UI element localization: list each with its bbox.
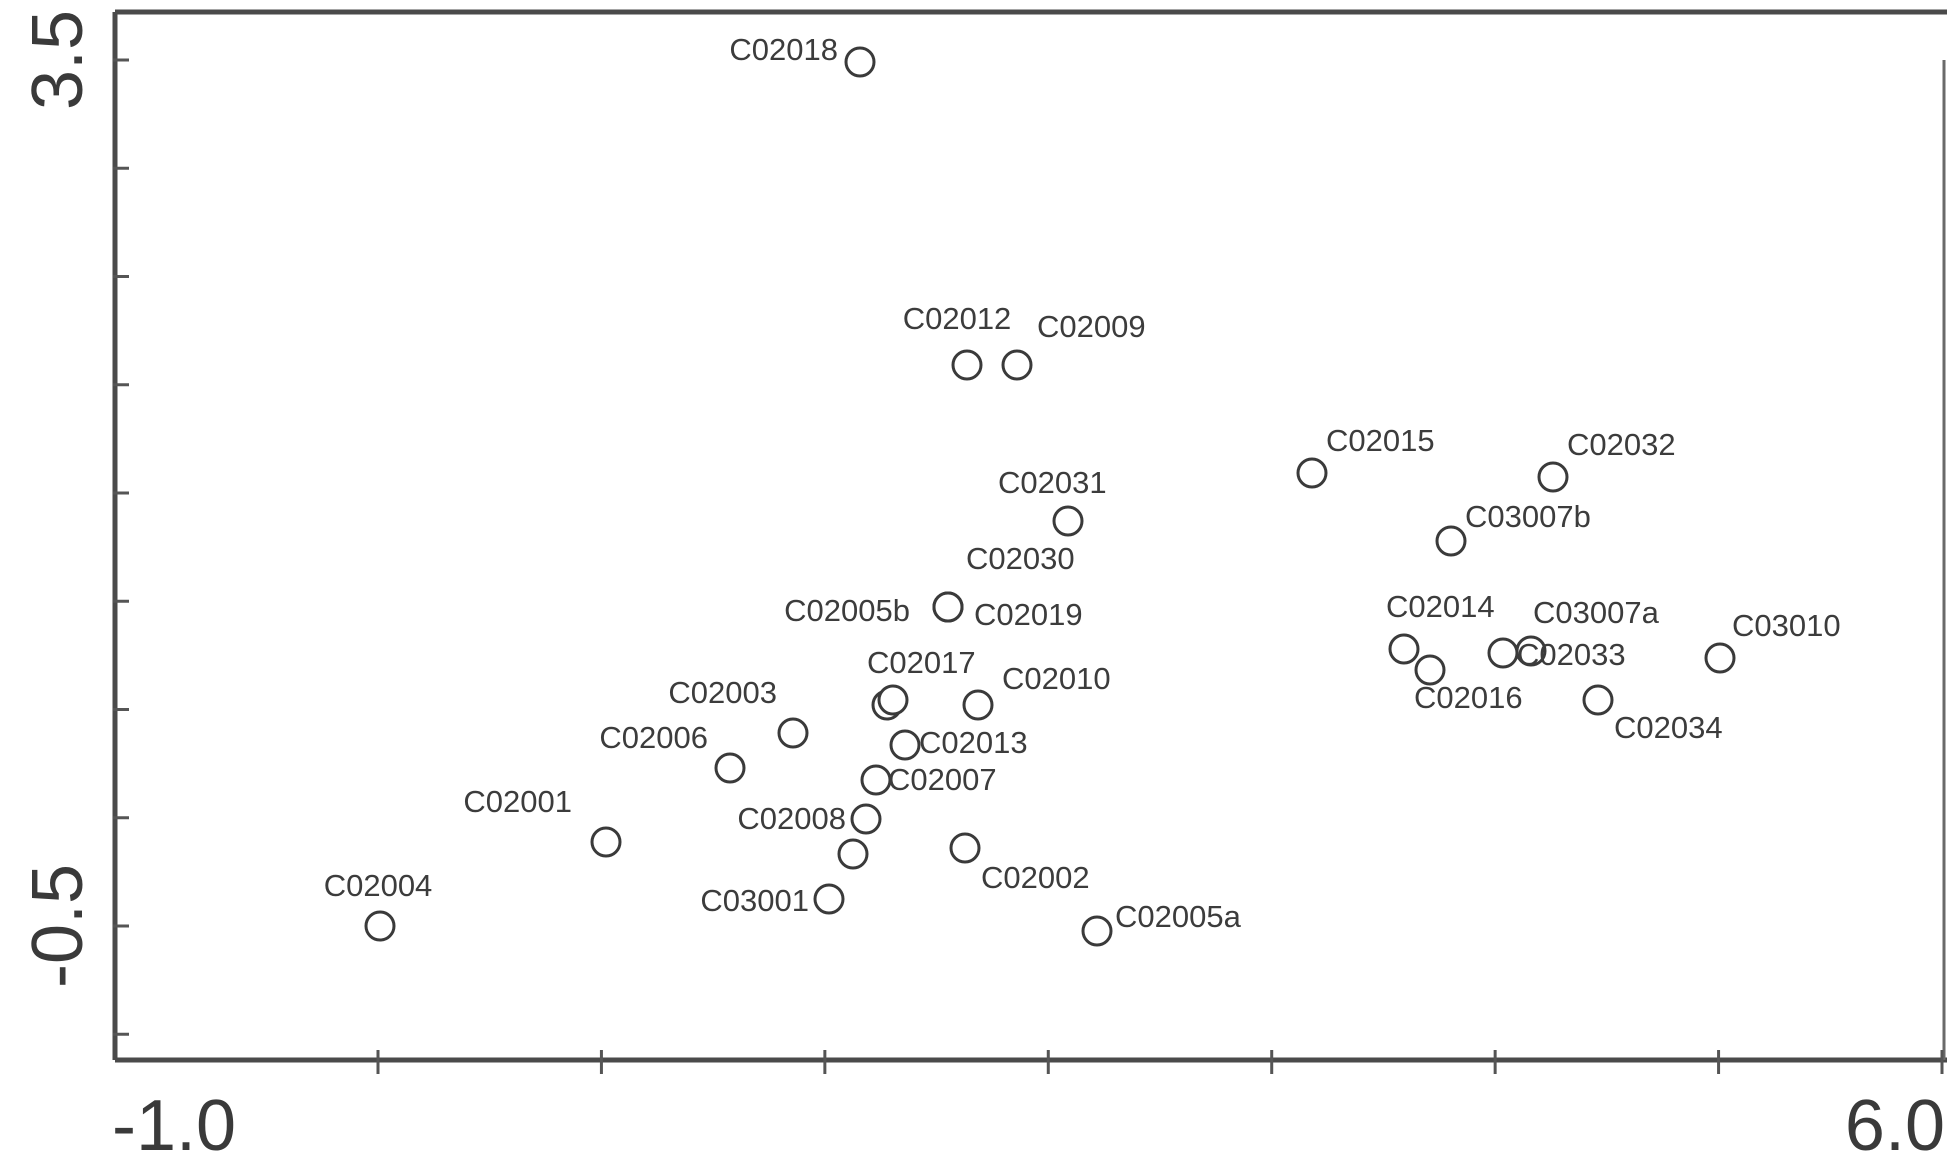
data-point-marker: [1081, 915, 1113, 947]
y-tick-label: -0.5: [18, 864, 98, 988]
data-point-label: C02010: [1002, 661, 1111, 696]
data-point-label: C02004: [324, 868, 433, 903]
x-tick-label: 6.0: [1845, 1086, 1945, 1163]
data-point-marker: [932, 591, 964, 623]
axes: [112, 9, 1947, 1063]
data-point-marker: [1296, 457, 1328, 489]
data-point-label: C02003: [668, 675, 777, 710]
data-point-marker: [951, 349, 983, 381]
ticks: [113, 58, 1944, 1074]
data-point-marker: [877, 684, 909, 716]
data-point-label: C03007b: [1465, 499, 1591, 534]
data-point-label: C03010: [1732, 608, 1841, 643]
data-point-marker: [590, 826, 622, 858]
data-point-label: C02017: [867, 645, 976, 680]
data-point-marker: [1414, 654, 1446, 686]
data-point-label: C02015: [1326, 423, 1435, 458]
data-point-label: C02008: [737, 801, 846, 836]
data-point-label: C02030: [966, 541, 1075, 576]
data-point-label: C02001: [463, 784, 572, 819]
data-point-marker: [860, 764, 892, 796]
data-point-marker: [1435, 525, 1467, 557]
y-tick-label: 3.5: [18, 10, 98, 110]
data-point-marker: [813, 883, 845, 915]
data-point-label: C02013: [919, 725, 1028, 760]
data-point-marker: [1052, 505, 1084, 537]
data-point-label: C02031: [998, 465, 1107, 500]
x-tick-label: -1.0: [112, 1086, 236, 1163]
data-point-marker: [889, 729, 921, 761]
point-labels: C02018 C02012 C02009 C02015 C02032 C02031 C030…: [324, 32, 1841, 934]
data-point-marker: [364, 910, 396, 942]
data-point-marker: [850, 803, 882, 835]
data-point-label: C03007a: [1533, 595, 1660, 630]
data-point-label: C03001: [700, 883, 809, 918]
data-points: [364, 46, 1736, 947]
data-point-marker: [962, 689, 994, 721]
data-point-marker: [777, 717, 809, 749]
data-point-label: C02005a: [1115, 899, 1242, 934]
data-point-label: C02033: [1517, 637, 1626, 672]
data-point-marker: [1582, 684, 1614, 716]
data-point-label: C02018: [729, 32, 838, 67]
data-point-label: C02019: [974, 597, 1083, 632]
data-point-label: C02007: [888, 762, 997, 797]
data-point-label: C02034: [1614, 710, 1723, 745]
data-point-marker: [949, 832, 981, 864]
data-point-label: C02009: [1037, 309, 1146, 344]
data-point-marker: [1388, 633, 1420, 665]
data-point-label: C02005b: [784, 593, 910, 628]
data-point-label: C02032: [1567, 427, 1676, 462]
data-point-label: C02014: [1386, 589, 1495, 624]
data-point-marker: [1537, 461, 1569, 493]
data-point-marker: [1487, 637, 1519, 669]
data-point-marker: [844, 46, 876, 78]
data-point-label: C02002: [981, 860, 1090, 895]
data-point-marker: [1704, 642, 1736, 674]
tick-labels: -1.0 6.0 3.5 -0.5: [18, 10, 1945, 1163]
data-point-label: C02012: [903, 301, 1012, 336]
data-point-marker: [714, 752, 746, 784]
data-point-label: C02006: [599, 720, 708, 755]
data-point-label: C02016: [1414, 680, 1523, 715]
data-point-marker: [1001, 349, 1033, 381]
data-point-marker: [837, 838, 869, 870]
